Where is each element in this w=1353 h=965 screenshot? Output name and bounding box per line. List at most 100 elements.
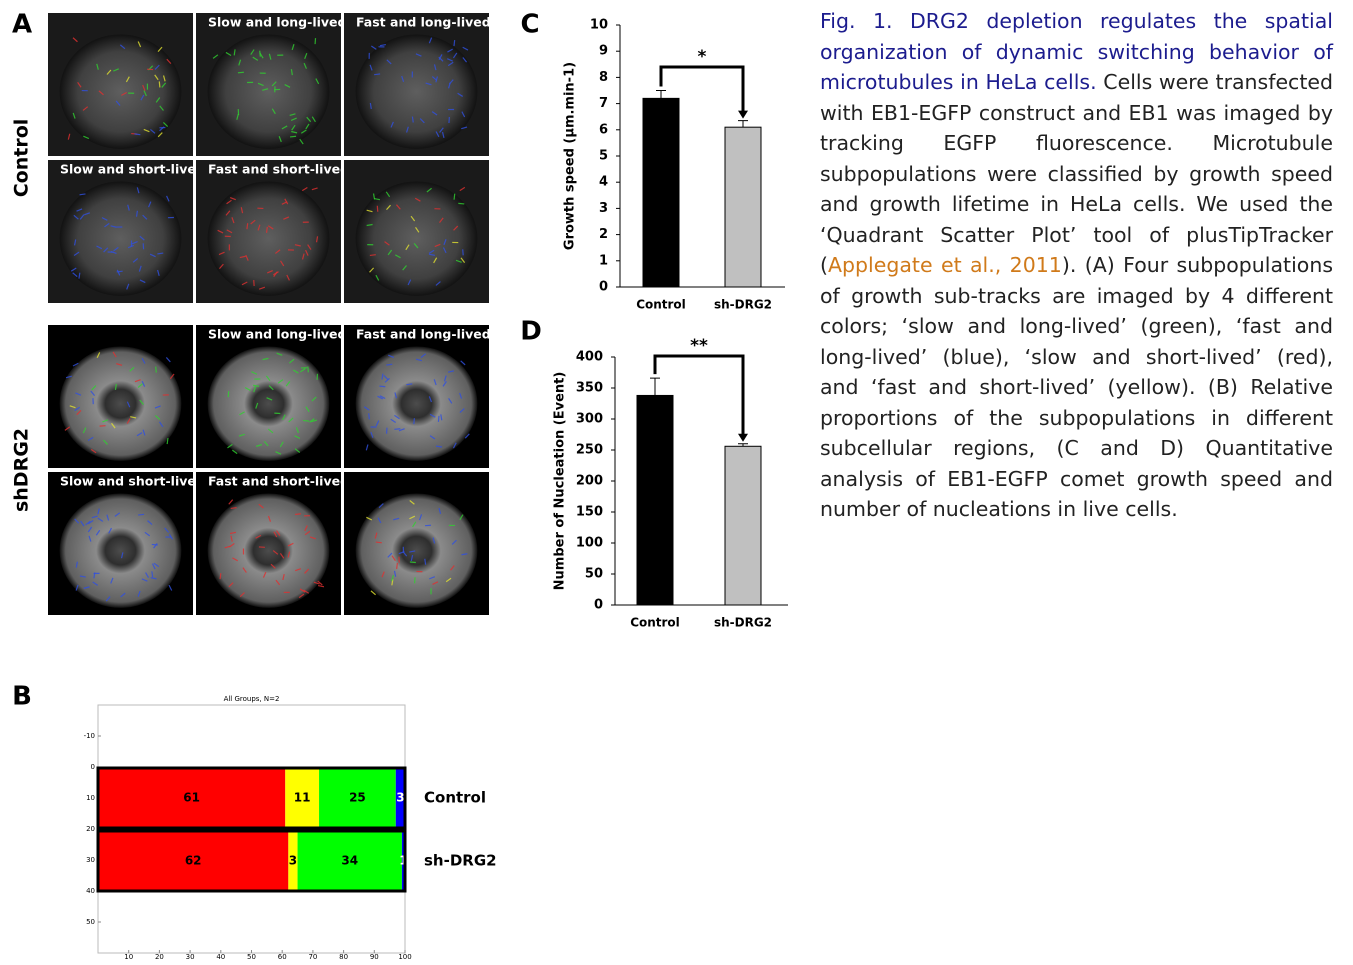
- track: [383, 375, 389, 381]
- track: [419, 118, 425, 124]
- track: [155, 366, 157, 373]
- bar-outline: [96, 766, 407, 830]
- track: [72, 112, 76, 119]
- track: [305, 406, 310, 413]
- track: [375, 420, 380, 427]
- y-tick-label: 2: [599, 227, 608, 242]
- track: [74, 406, 81, 412]
- row-label: Control: [11, 119, 33, 198]
- track: [267, 428, 274, 434]
- bar-segment: [98, 768, 286, 828]
- track: [87, 526, 93, 533]
- track: [431, 76, 438, 81]
- value-label: 25: [349, 791, 366, 805]
- track: [409, 515, 416, 520]
- category-label: sh-DRG2: [714, 298, 772, 312]
- track: [154, 405, 161, 409]
- track: [229, 543, 235, 548]
- y-tick-label: 150: [576, 505, 603, 520]
- track: [225, 51, 232, 56]
- row-label: shDRG2: [11, 428, 33, 512]
- track: [452, 442, 457, 449]
- track: [394, 428, 401, 430]
- cell: [355, 346, 478, 461]
- track: [113, 68, 120, 72]
- track: [98, 90, 104, 96]
- track: [385, 191, 391, 198]
- citation[interactable]: Applegate et al., 2011: [828, 253, 1062, 277]
- track: [415, 358, 423, 362]
- track: [315, 78, 320, 85]
- track: [142, 84, 146, 91]
- track: [239, 255, 246, 259]
- panel-label: D: [520, 317, 542, 347]
- track: [407, 279, 412, 286]
- track: [379, 395, 386, 400]
- track: [307, 244, 312, 250]
- track: [101, 217, 108, 221]
- track: [238, 59, 242, 66]
- track: [114, 383, 117, 391]
- track: [298, 593, 305, 599]
- track: [366, 516, 373, 521]
- track: [429, 576, 436, 580]
- value-label: 3: [396, 791, 404, 805]
- track: [311, 419, 318, 423]
- track: [369, 102, 372, 110]
- track: [212, 54, 219, 59]
- track: [270, 563, 276, 569]
- cell: [59, 493, 182, 608]
- track: [457, 92, 464, 97]
- bar-segment: [395, 768, 405, 828]
- track: [137, 383, 144, 388]
- track: [116, 269, 121, 276]
- track: [106, 69, 112, 75]
- track: [273, 531, 278, 538]
- track: [272, 550, 279, 555]
- track: [150, 128, 156, 134]
- track: [302, 419, 310, 422]
- track: [250, 49, 255, 55]
- track: [136, 432, 143, 437]
- track: [432, 537, 436, 544]
- panel-label: A: [12, 10, 32, 40]
- track: [304, 52, 308, 60]
- track: [121, 92, 127, 96]
- track: [227, 443, 233, 449]
- y-tick-label: 400: [576, 350, 603, 365]
- track: [102, 419, 109, 423]
- track: [72, 37, 78, 43]
- track: [79, 575, 86, 578]
- track: [405, 244, 410, 251]
- track: [147, 520, 153, 525]
- track: [426, 187, 432, 193]
- track: [452, 52, 458, 59]
- track: [265, 226, 268, 233]
- track: [110, 250, 117, 255]
- track: [402, 265, 407, 271]
- category-label: Control: [424, 789, 486, 807]
- x-tick-label: 60: [278, 953, 287, 961]
- track: [78, 272, 81, 279]
- value-label: 3: [289, 854, 297, 868]
- track: [136, 187, 140, 194]
- track: [459, 514, 464, 521]
- track: [104, 222, 110, 228]
- track: [127, 204, 130, 211]
- category-label: Control: [636, 298, 686, 312]
- track: [165, 357, 171, 363]
- track: [411, 116, 414, 123]
- track: [384, 241, 390, 246]
- track: [410, 215, 416, 222]
- track: [461, 111, 466, 118]
- track: [459, 392, 463, 399]
- track: [418, 514, 423, 521]
- track: [154, 415, 161, 420]
- track: [166, 58, 172, 65]
- x-tick-label: 70: [308, 953, 317, 961]
- track: [217, 229, 224, 234]
- y-tick-label: 6: [599, 122, 608, 137]
- y-tick-label: 3: [599, 201, 608, 216]
- track: [113, 246, 119, 252]
- track: [413, 418, 416, 425]
